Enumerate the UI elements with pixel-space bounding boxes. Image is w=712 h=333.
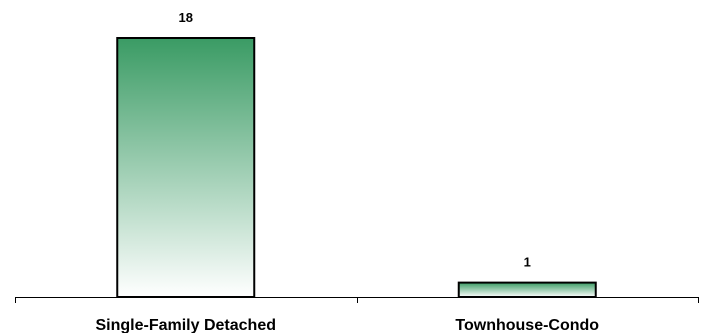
data-label-1: 1 <box>524 255 531 270</box>
category-label-1: Townhouse-Condo <box>455 317 599 333</box>
category-labels: Single-Family Detached Townhouse-Condo <box>96 317 600 333</box>
data-labels: 18 1 <box>179 10 531 270</box>
bar-1 <box>457 281 597 299</box>
category-label-0: Single-Family Detached <box>96 317 277 333</box>
bar-0 <box>116 37 256 298</box>
data-label-0: 18 <box>179 10 193 25</box>
bars <box>116 37 597 299</box>
